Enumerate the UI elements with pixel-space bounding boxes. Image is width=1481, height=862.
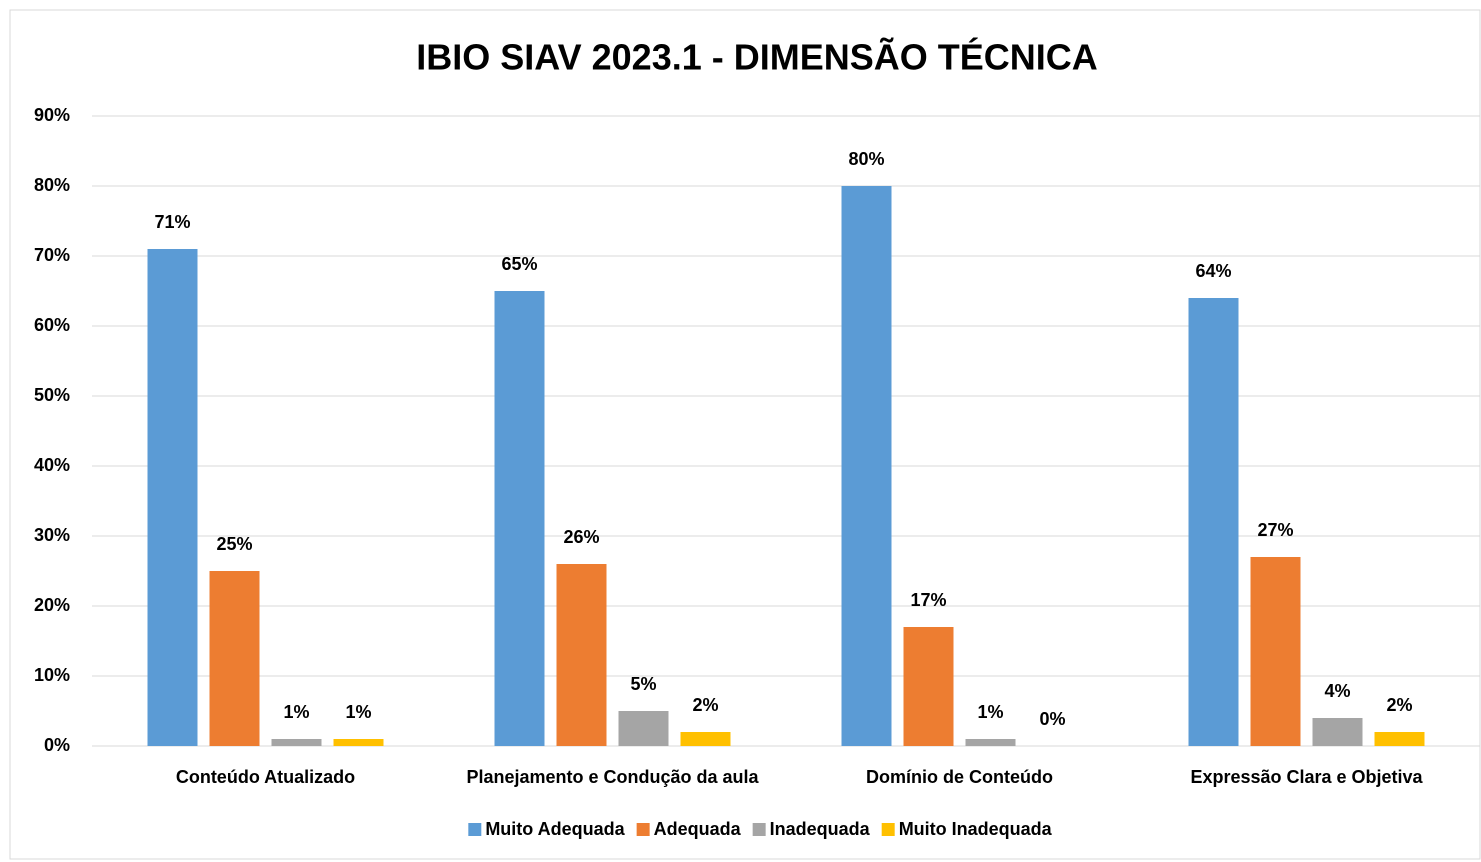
legend-label: Inadequada (770, 819, 871, 839)
data-label: 64% (1195, 261, 1231, 281)
y-tick-label: 50% (34, 385, 70, 405)
bar (1250, 557, 1301, 746)
y-tick-label: 70% (34, 245, 70, 265)
y-tick-label: 0% (44, 735, 70, 755)
bar (618, 711, 669, 746)
bar (1188, 298, 1239, 746)
data-label: 65% (501, 254, 537, 274)
y-tick-label: 90% (34, 105, 70, 125)
y-tick-label: 40% (34, 455, 70, 475)
bar (556, 564, 607, 746)
legend-swatch (881, 823, 895, 836)
legend-label: Adequada (654, 819, 742, 839)
legend-label: Muito Adequada (485, 819, 625, 839)
bar (841, 186, 892, 746)
data-label: 71% (154, 212, 190, 232)
data-label: 25% (216, 534, 252, 554)
data-label: 2% (692, 695, 718, 715)
data-label: 26% (563, 527, 599, 547)
data-label: 1% (977, 702, 1003, 722)
bar (1374, 732, 1425, 746)
x-tick-label: Domínio de Conteúdo (866, 767, 1053, 787)
y-tick-label: 30% (34, 525, 70, 545)
x-tick-label: Planejamento e Condução da aula (466, 767, 759, 787)
data-label: 17% (910, 590, 946, 610)
y-tick-label: 60% (34, 315, 70, 335)
legend-swatch (752, 823, 766, 836)
data-label: 2% (1386, 695, 1412, 715)
bar (903, 627, 954, 746)
y-tick-label: 20% (34, 595, 70, 615)
bar (494, 291, 545, 746)
bar (271, 739, 322, 746)
x-tick-label: Expressão Clara e Objetiva (1190, 767, 1423, 787)
bar (209, 571, 260, 746)
data-label: 1% (283, 702, 309, 722)
x-tick-label: Conteúdo Atualizado (176, 767, 355, 787)
data-label: 0% (1039, 709, 1065, 729)
bar (680, 732, 731, 746)
bar (965, 739, 1016, 746)
y-tick-label: 10% (34, 665, 70, 685)
legend-swatch (468, 823, 482, 836)
data-label: 1% (345, 702, 371, 722)
legend-swatch (636, 823, 650, 836)
y-tick-label: 80% (34, 175, 70, 195)
chart-title: IBIO SIAV 2023.1 - DIMENSÃO TÉCNICA (416, 36, 1097, 78)
data-label: 4% (1324, 681, 1350, 701)
legend-label: Muito Inadequada (899, 819, 1053, 839)
bar (333, 739, 384, 746)
bar (1312, 718, 1363, 746)
data-label: 27% (1257, 520, 1293, 540)
bar (147, 249, 198, 746)
data-label: 5% (630, 674, 656, 694)
data-label: 80% (848, 149, 884, 169)
